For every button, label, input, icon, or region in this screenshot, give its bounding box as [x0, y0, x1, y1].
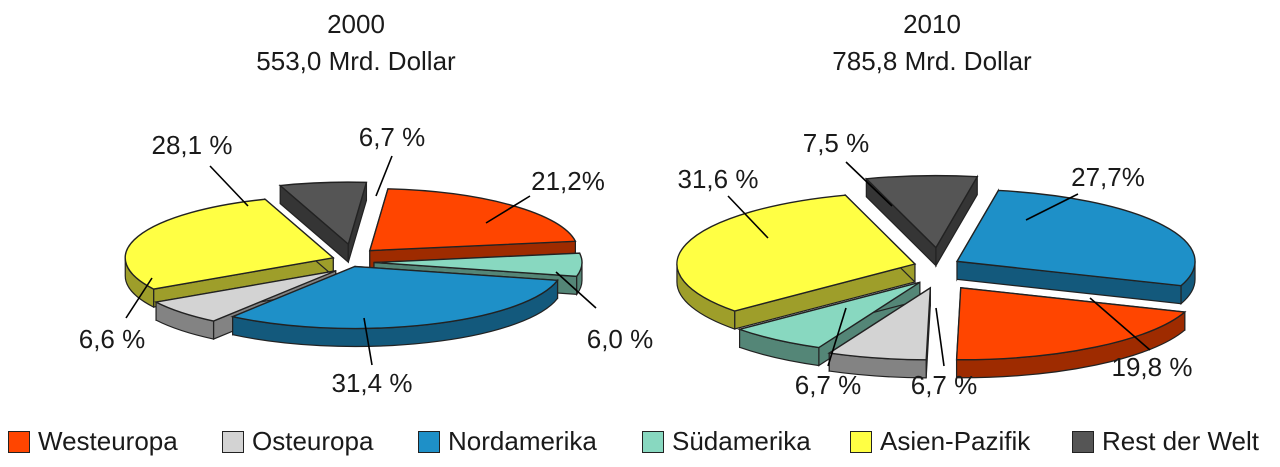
slice-top [153, 270, 336, 322]
data-label: 31,6 % [678, 164, 759, 194]
leader-line [827, 307, 847, 367]
slice-top [864, 174, 979, 249]
slice-top [373, 252, 583, 278]
legend-label: Nordamerika [448, 426, 597, 456]
leader-line [1089, 297, 1151, 351]
slice-top [676, 194, 917, 312]
slice-top [278, 181, 368, 246]
slice-top [955, 189, 1196, 287]
slice-top [737, 281, 921, 349]
pie-slice-2010-nordamerika [955, 188, 1196, 305]
data-label: 21,2% [531, 166, 605, 196]
pie-chart-2000: 2000 553,0 Mrd. Dollar 21,2% 6,0 % 31,4 % 6… [79, 9, 654, 398]
slice-top [230, 265, 559, 330]
data-label: 27,7% [1071, 162, 1145, 192]
leader-line [209, 165, 249, 207]
legend-swatch [222, 430, 244, 453]
legend-swatch [418, 430, 440, 453]
chart-subtitle-2000: 553,0 Mrd. Dollar [256, 46, 456, 76]
data-label: 7,5 % [803, 128, 870, 158]
legend-item-nordamerika: Nordamerika [418, 426, 597, 457]
data-label: 6,7 % [359, 122, 426, 152]
chart-subtitle-2010: 785,8 Mrd. Dollar [832, 46, 1032, 76]
data-label: 6,0 % [587, 324, 654, 354]
data-label: 28,1 % [152, 130, 233, 160]
leader-line [485, 195, 531, 224]
pie-slice-2010-rest-der-welt [864, 174, 979, 268]
leader-line [555, 271, 597, 309]
legend-item-westeuropa: Westeuropa [8, 426, 178, 457]
legend-label: Rest der Welt [1102, 426, 1260, 456]
slice-top [368, 188, 577, 252]
legend-swatch [1072, 430, 1094, 453]
data-label: 6,7 % [795, 370, 862, 400]
pie-slice-2010-asien-pazifik [676, 193, 917, 330]
leader-line [375, 155, 393, 197]
legend: Westeuropa Osteuropa Nordamerika Südamer… [0, 418, 1280, 464]
data-label: 31,4 % [332, 368, 413, 398]
pie-slice-2000-rest-der-welt [278, 181, 368, 264]
pie-slice-2010-westeuropa [955, 286, 1187, 379]
chart-title-2010: 2010 [903, 9, 961, 39]
leader-line [125, 277, 153, 319]
legend-swatch [850, 430, 872, 453]
data-label: 6,7 % [911, 370, 978, 400]
data-label: 6,6 % [79, 324, 146, 354]
legend-item-rest-der-welt: Rest der Welt [1072, 426, 1259, 457]
leader-line [727, 195, 769, 239]
legend-label: Südamerika [672, 426, 811, 456]
legend-label: Westeuropa [38, 426, 178, 456]
legend-label: Osteuropa [252, 426, 374, 456]
legend-label: Asien-Pazifik [880, 426, 1031, 456]
legend-swatch [8, 430, 30, 453]
slice-top [955, 286, 1187, 361]
slice-top [124, 198, 335, 290]
chart-title-2000: 2000 [327, 9, 385, 39]
data-label: 19,8 % [1112, 352, 1193, 382]
slice-top [827, 286, 932, 361]
leader-line [845, 161, 893, 207]
pie-slice-2010-osteuropa [827, 286, 932, 379]
pie-chart-2010: 2010 785,8 Mrd. Dollar 27,7% 19,8 % 6,7 % 6… [676, 9, 1196, 400]
legend-item-suedamerika: Südamerika [642, 426, 811, 457]
legend-item-asien-pazifik: Asien-Pazifik [850, 426, 1030, 457]
pie-slice-2000-nordamerika [230, 265, 559, 348]
leader-line [363, 317, 373, 366]
leader-line [1025, 193, 1079, 221]
legend-swatch [642, 430, 664, 453]
leader-line [935, 307, 945, 367]
legend-item-osteuropa: Osteuropa [222, 426, 373, 457]
